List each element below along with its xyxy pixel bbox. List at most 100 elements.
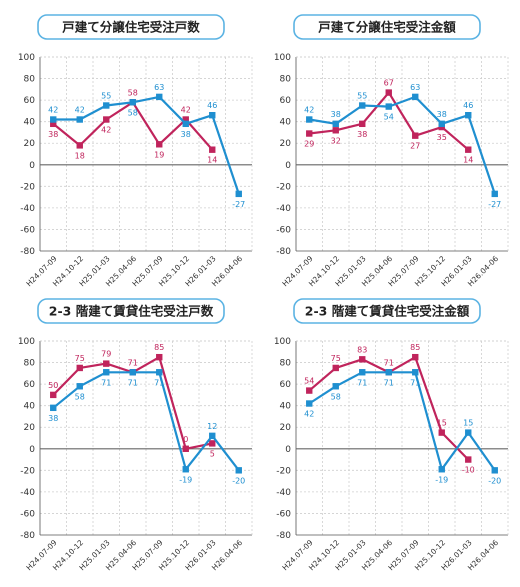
- data-point: [103, 102, 110, 109]
- chart-title-box: [293, 298, 481, 324]
- chart-panel-4: 2-3 階建て賃貸住宅受注金額 100 80 60 40 20 0 -20 -40 -60 -80…: [262, 290, 514, 580]
- data-label: 14: [463, 156, 473, 165]
- data-point: [412, 353, 419, 361]
- y-tick-label: -80: [20, 531, 35, 541]
- data-point: [182, 466, 189, 473]
- data-label: -20: [488, 476, 501, 485]
- data-point: [129, 369, 136, 376]
- data-point: [385, 89, 392, 96]
- data-label: 19: [154, 150, 164, 159]
- data-point: [50, 120, 57, 128]
- data-point: [332, 127, 339, 134]
- data-label: 27: [410, 142, 420, 151]
- series-line: [308, 371, 496, 471]
- data-label: 71: [128, 358, 138, 367]
- data-label: 42: [75, 106, 85, 115]
- data-point: [209, 432, 216, 440]
- y-tick-label: 80: [280, 359, 292, 369]
- data-point: [50, 404, 57, 412]
- y-tick-label: 20: [280, 139, 292, 149]
- data-point: [359, 120, 366, 128]
- data-point: [332, 120, 339, 128]
- y-tick-label: -40: [20, 204, 35, 214]
- data-label: 38: [48, 414, 58, 423]
- data-label: 63: [410, 83, 420, 92]
- data-label: 5: [210, 449, 215, 458]
- data-point: [50, 116, 57, 123]
- data-label: 71: [154, 378, 164, 387]
- y-tick-label: -20: [20, 182, 35, 192]
- data-point: [385, 103, 392, 110]
- data-label: 75: [75, 354, 85, 363]
- data-label: 55: [101, 92, 111, 101]
- data-label: 46: [207, 101, 217, 110]
- y-tick-label: -40: [276, 204, 291, 214]
- data-label: -20: [232, 476, 245, 485]
- y-tick-label: -80: [20, 247, 35, 257]
- data-label: -27: [232, 200, 245, 209]
- data-point: [465, 456, 472, 463]
- data-point: [332, 364, 339, 372]
- data-point: [156, 141, 163, 148]
- chart-panel-3: 2-3 階建て賃貸住宅受注戸数 100 80 60 40 20 0 -20 -40 -60 -80…: [6, 290, 258, 580]
- y-tick-label: -80: [276, 247, 291, 257]
- chart-panel-2: 戸建て分譲住宅受注金額 100 80 60 40 20 0 -20 -40 -60 -80 H24.…: [262, 6, 514, 296]
- data-point: [235, 467, 242, 474]
- data-label: 0: [183, 435, 188, 444]
- data-point: [332, 383, 339, 390]
- y-tick-label: 60: [280, 380, 292, 390]
- chart-title-box: [37, 14, 225, 40]
- chart-svg-1: 戸建て分譲住宅受注戸数 100806040200-20-40-60-80H24.…: [18, 14, 253, 288]
- data-point: [235, 190, 242, 198]
- y-tick-label: -20: [276, 182, 291, 192]
- data-point: [491, 467, 498, 474]
- data-point: [306, 387, 313, 394]
- data-label: 15: [463, 419, 473, 428]
- chart-svg-2: 戸建て分譲住宅受注金額 100806040200-20-40-60-80H24.…: [274, 14, 509, 288]
- data-label: 79: [101, 350, 111, 359]
- data-label: 42: [181, 106, 191, 115]
- data-point: [465, 429, 472, 436]
- chart-svg-3: 2-3 階建て賃貸住宅受注戸数 100 80 60 40 20 0 -20 -40 -60 -80…: [18, 298, 253, 572]
- plot-area: 100806040200-20-40-60-80H24.07-09H24.10-…: [18, 337, 253, 572]
- chart-title-box: [37, 298, 225, 324]
- data-label: 71: [410, 378, 420, 387]
- chart-title-box: [293, 14, 481, 40]
- data-label: 38: [331, 110, 341, 119]
- data-label: -19: [435, 475, 448, 484]
- y-tick-label: 100: [274, 337, 291, 347]
- chart-svg-4: 2-3 階建て賃貸住宅受注金額 100 80 60 40 20 0 -20 -40 -60 -80…: [274, 298, 509, 572]
- y-tick-label: 40: [24, 118, 36, 128]
- y-tick-label: 0: [285, 445, 291, 455]
- data-point: [182, 445, 189, 452]
- data-label: 46: [463, 101, 473, 110]
- y-tick-label: 20: [280, 423, 292, 433]
- chart-title: 2-3 階建て賃貸住宅受注金額: [305, 304, 470, 319]
- data-label: 50: [48, 381, 58, 390]
- y-tick-label: 20: [24, 423, 36, 433]
- data-point: [156, 353, 163, 361]
- data-point: [76, 116, 83, 123]
- plot-area: 100806040200-20-40-60-80H24.07-09H24.10-…: [274, 53, 509, 288]
- data-label: 38: [357, 130, 367, 139]
- data-label: 42: [101, 126, 111, 135]
- data-label: 75: [331, 354, 341, 363]
- data-point: [156, 369, 163, 376]
- series-line: [52, 371, 240, 471]
- data-point: [412, 369, 419, 376]
- data-point: [103, 360, 110, 367]
- data-label: 58: [128, 108, 138, 117]
- data-point: [182, 116, 189, 123]
- y-tick-label: 60: [24, 96, 36, 106]
- data-point: [103, 116, 110, 123]
- data-label: 85: [154, 343, 164, 352]
- data-point: [465, 146, 472, 153]
- y-tick-label: 80: [24, 75, 36, 85]
- y-tick-label: -20: [20, 466, 35, 476]
- plot-area: 100806040200-20-40-60-80H24.07-09H24.10-…: [274, 337, 509, 572]
- y-tick-label: 80: [280, 75, 292, 85]
- data-point: [182, 120, 189, 128]
- data-label: 35: [437, 133, 447, 142]
- y-tick-label: 40: [280, 118, 292, 128]
- chart-title: 戸建て分譲住宅受注金額: [318, 20, 456, 35]
